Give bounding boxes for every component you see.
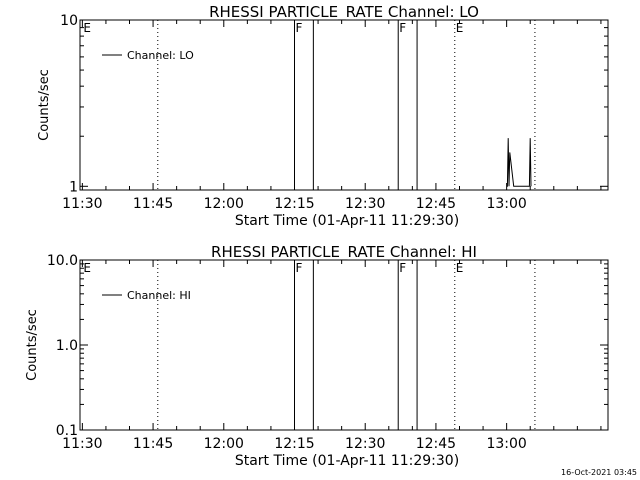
panel2-x-tick-label: 12:45 [416,436,456,452]
panel2-x-tick-label: 11:30 [62,436,102,452]
panel2-y-tick-label: 10.0 [47,253,78,269]
panel2-flag-label: F [296,261,303,275]
panel1-x-tick-label: 12:45 [416,196,456,212]
panel1-legend-label: Channel: LO [127,49,194,62]
panel2-plot-frame [79,259,609,431]
panel1-y-tick-label: 1 [69,179,78,195]
panel2-x-tick-label: 13:00 [486,436,526,452]
panel1-chart-title: RHESSI PARTICLE_RATE Channel: LO [209,3,479,22]
panel2-y-tick-label: 0.1 [56,423,78,439]
panel1-flag-label: E [83,21,91,35]
panel1-flag-label: E [456,21,464,35]
panel1-plot-frame [79,19,609,191]
panel2-flag-label: F [399,261,406,275]
panel2-flag-label: E [83,261,91,275]
panel1-x-tick-label: 12:30 [345,196,385,212]
panel1-y-tick-label: 10 [60,13,78,29]
panel1-series-trace [506,138,532,187]
panel2-x-tick-label: 12:15 [274,436,314,452]
panel1-y-axis-label: Counts/sec [37,69,52,141]
panel2-x-tick-label: 12:00 [204,436,244,452]
footer-timestamp: 16-Oct-2021 03:45 [561,468,637,477]
panel2-y-tick-label: 1.0 [56,338,78,354]
panel1-flag-label: F [296,21,303,35]
panel2-x-tick-label: 11:45 [133,436,173,452]
panel1-flag-label: F [399,21,406,35]
panel2-legend-label: Channel: HI [127,289,191,302]
panel1-x-axis-label: Start Time (01-Apr-11 11:29:30) [235,213,459,229]
panel2-x-axis-label: Start Time (01-Apr-11 11:29:30) [235,453,459,469]
panel1-x-tick-label: 13:00 [486,196,526,212]
panel2-flag-label: E [456,261,464,275]
panel2-x-tick-label: 12:30 [345,436,385,452]
panel1-x-tick-label: 12:00 [204,196,244,212]
panel1-x-tick-label: 12:15 [274,196,314,212]
panel1-x-tick-label: 11:30 [62,196,102,212]
panel1-x-tick-label: 11:45 [133,196,173,212]
panel2-y-axis-label: Counts/sec [25,309,40,381]
panel2-chart-title: RHESSI PARTICLE_RATE Channel: HI [211,243,477,262]
